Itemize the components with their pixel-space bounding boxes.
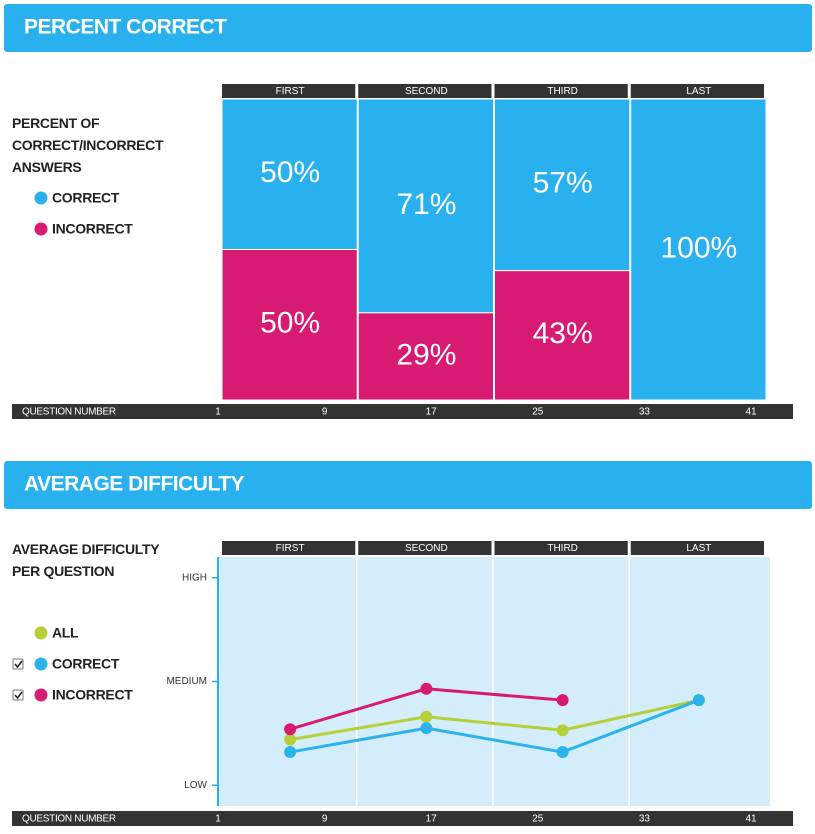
legend-swatch bbox=[34, 626, 48, 640]
x-tick-label: 1 bbox=[215, 814, 221, 825]
bar-segment bbox=[221, 249, 358, 401]
x-tick-label: 41 bbox=[745, 814, 757, 825]
point bbox=[556, 694, 569, 707]
data-label: 71% bbox=[396, 188, 456, 221]
section-title: PERCENT CORRECT bbox=[24, 16, 227, 39]
x-tick-label: 25 bbox=[532, 407, 544, 418]
point bbox=[284, 723, 297, 736]
y-tick-label: HIGH bbox=[182, 572, 207, 583]
legend-label: INCORRECT bbox=[52, 221, 133, 237]
point bbox=[556, 746, 569, 759]
category-label: THIRD bbox=[547, 86, 578, 97]
legend-label: INCORRECT bbox=[52, 687, 133, 703]
plot-area bbox=[219, 557, 770, 806]
category-label: SECOND bbox=[405, 543, 448, 554]
question-axis bbox=[12, 404, 793, 419]
x-tick-label: 25 bbox=[532, 814, 544, 825]
section-header bbox=[4, 461, 812, 509]
x-tick-label: 17 bbox=[426, 407, 438, 418]
category-label: FIRST bbox=[276, 543, 305, 554]
y-label: AVERAGE DIFFICULTY PER QUESTION bbox=[12, 541, 160, 579]
y-tick-label: LOW bbox=[184, 780, 207, 791]
category-label: LAST bbox=[686, 543, 711, 554]
category-header bbox=[630, 84, 764, 98]
legend-label: CORRECT bbox=[52, 190, 120, 206]
line bbox=[289, 698, 700, 754]
bar-segment bbox=[221, 98, 358, 250]
point bbox=[420, 682, 433, 695]
question-axis bbox=[12, 811, 793, 826]
bar-segment bbox=[357, 98, 494, 314]
data-label: 50% bbox=[260, 156, 320, 189]
point bbox=[420, 710, 433, 723]
point bbox=[284, 746, 297, 759]
legend-swatch bbox=[34, 657, 48, 671]
x-tick-label: 9 bbox=[322, 814, 328, 825]
point bbox=[556, 724, 569, 737]
x-tick-label: 33 bbox=[639, 407, 651, 418]
bar-segment bbox=[357, 312, 494, 401]
data-label: 50% bbox=[260, 307, 320, 340]
category-label: SECOND bbox=[405, 86, 448, 97]
data-label: 43% bbox=[533, 317, 593, 350]
section-title: AVERAGE DIFFICULTY bbox=[24, 473, 245, 496]
legend-swatch bbox=[34, 688, 48, 702]
category-header bbox=[358, 84, 492, 98]
legend-label: ALL bbox=[52, 625, 79, 641]
point bbox=[284, 733, 297, 746]
bar-segment bbox=[630, 98, 767, 401]
bar-segment bbox=[494, 98, 631, 272]
bar-segment bbox=[494, 270, 631, 401]
checkbox[interactable] bbox=[12, 689, 24, 701]
section-header bbox=[4, 4, 812, 52]
x-tick-label: 17 bbox=[426, 814, 438, 825]
y-tick-label: MEDIUM bbox=[166, 676, 207, 687]
x-label: QUESTION NUMBER bbox=[22, 814, 116, 825]
category-header bbox=[222, 84, 356, 98]
legend-label: CORRECT bbox=[52, 656, 120, 672]
category-header bbox=[494, 84, 628, 98]
x-tick-label: 41 bbox=[745, 407, 757, 418]
category-header bbox=[222, 541, 356, 555]
data-label: 29% bbox=[396, 338, 456, 371]
category-label: LAST bbox=[686, 86, 711, 97]
data-label: 100% bbox=[661, 231, 738, 264]
category-label: FIRST bbox=[276, 86, 305, 97]
category-header bbox=[358, 541, 492, 555]
point bbox=[420, 722, 433, 735]
x-tick-label: 1 bbox=[215, 407, 221, 418]
checkbox[interactable] bbox=[12, 658, 24, 670]
legend-swatch bbox=[34, 222, 48, 236]
x-tick-label: 9 bbox=[322, 407, 328, 418]
checkbox-check bbox=[14, 660, 23, 669]
category-header bbox=[494, 541, 628, 555]
legend-swatch bbox=[34, 191, 48, 205]
y-label: PERCENT OF CORRECT/INCORRECT ANSWERS bbox=[12, 115, 164, 175]
x-tick-label: 33 bbox=[639, 814, 651, 825]
data-label: 57% bbox=[533, 167, 593, 200]
line bbox=[289, 698, 700, 742]
point bbox=[692, 694, 705, 707]
x-label: QUESTION NUMBER bbox=[22, 407, 116, 418]
checkbox-check bbox=[14, 691, 23, 700]
category-header bbox=[630, 541, 764, 555]
category-label: THIRD bbox=[547, 543, 578, 554]
